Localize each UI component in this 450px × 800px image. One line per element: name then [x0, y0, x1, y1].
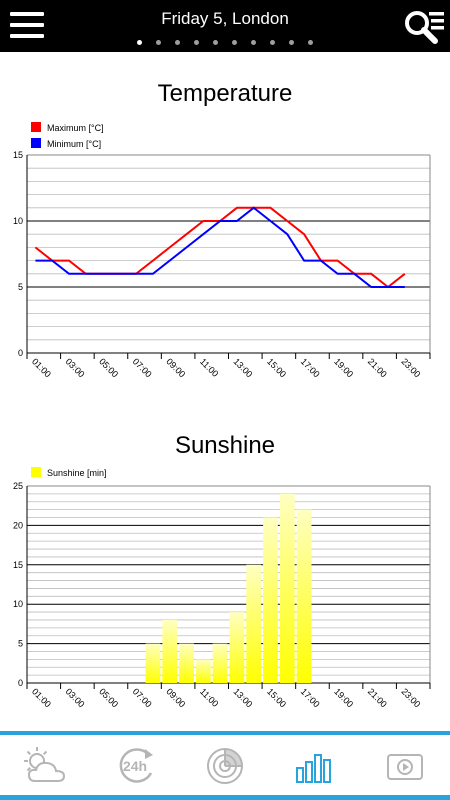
x-tick-label: 05:00	[97, 356, 120, 379]
x-tick-label: 01:00	[30, 356, 53, 379]
x-tick-label: 23:00	[399, 356, 422, 379]
page-dot[interactable]	[289, 40, 294, 45]
x-tick-label: 21:00	[366, 686, 389, 709]
bar	[246, 564, 262, 683]
y-tick-label: 25	[13, 481, 23, 491]
tab-24h[interactable]: 24h	[105, 743, 165, 789]
x-tick-label: 19:00	[332, 686, 355, 709]
bar	[263, 517, 278, 683]
y-tick-label: 5	[18, 639, 23, 649]
page-dot[interactable]	[232, 40, 237, 45]
search-list-icon	[405, 11, 444, 44]
page-dot[interactable]	[251, 40, 256, 45]
sunshine-chart-block: Sunshine Sunshine [min] 0 5 10 15 20 25 01:00 03…	[0, 397, 450, 731]
y-tick-label: 10	[13, 599, 23, 609]
bar	[229, 612, 245, 683]
page-dot[interactable]	[270, 40, 275, 45]
x-tick-label: 07:00	[131, 686, 154, 709]
legend-swatch	[31, 138, 41, 148]
hamburger-menu-icon-line	[10, 34, 44, 38]
tab-radar[interactable]	[195, 743, 255, 789]
chart-title: Temperature	[157, 80, 293, 107]
sun-cloud-icon	[24, 747, 66, 782]
y-tick-label: 10	[13, 216, 23, 226]
x-tick-label: 13:00	[231, 356, 254, 379]
bar-chart-icon	[296, 754, 331, 783]
x-tick-label: 23:00	[399, 686, 422, 709]
top-bar: Friday 5, London	[0, 0, 450, 52]
page-dot[interactable]	[213, 40, 218, 45]
page-dot[interactable]	[194, 40, 199, 45]
bar	[179, 643, 194, 683]
y-tick-label: 0	[18, 678, 23, 688]
hamburger-menu-icon-line	[10, 23, 44, 27]
legend-swatch	[31, 122, 41, 132]
x-tick-label: 15:00	[265, 356, 288, 379]
x-tick-label: 19:00	[332, 356, 355, 379]
24h-icon: 24h	[119, 748, 153, 783]
y-tick-label: 5	[18, 282, 23, 292]
x-tick-label: 15:00	[265, 686, 288, 709]
tab-video[interactable]	[375, 743, 435, 789]
radar-icon	[207, 748, 243, 784]
bar	[195, 659, 211, 683]
x-tick-label: 03:00	[64, 686, 87, 709]
x-tick-label: 13:00	[231, 686, 254, 709]
x-tick-label: 05:00	[97, 686, 120, 709]
hamburger-menu-icon	[10, 12, 44, 16]
page-indicator[interactable]	[0, 40, 450, 45]
page-dot[interactable]	[137, 40, 142, 45]
x-tick-label: 07:00	[131, 356, 154, 379]
tab-current-weather[interactable]	[15, 743, 75, 789]
bar	[145, 643, 161, 683]
tab-charts[interactable]	[285, 743, 345, 789]
search-button[interactable]	[402, 6, 446, 46]
tab-bar-bottom-line	[0, 795, 450, 800]
y-tick-label: 15	[13, 560, 23, 570]
page-dot[interactable]	[175, 40, 180, 45]
x-tick-label: 11:00	[198, 686, 221, 709]
x-tick-label: 09:00	[164, 686, 187, 709]
page-title: Friday 5, London	[161, 9, 289, 28]
bar	[296, 509, 312, 683]
legend-label: Maximum [°C]	[47, 123, 104, 133]
legend-label: Sunshine [min]	[47, 468, 107, 478]
temperature-chart-block: Temperature Maximum [°C] Minimum [°C] 0 5 10…	[0, 52, 450, 397]
24h-label: 24h	[123, 758, 147, 774]
page-dot[interactable]	[156, 40, 161, 45]
bar	[279, 493, 295, 683]
bar	[162, 619, 178, 683]
legend-label: Minimum [°C]	[47, 139, 101, 149]
x-tick-label: 01:00	[30, 686, 53, 709]
menu-button[interactable]	[8, 10, 46, 42]
x-tick-label: 11:00	[198, 356, 221, 379]
sunshine-chart: Sunshine [min] 0 5 10 15 20 25 01:00 03:00 05:00 0…	[13, 467, 431, 709]
x-tick-label: 21:00	[366, 356, 389, 379]
bar	[212, 643, 228, 683]
x-tick-label: 09:00	[164, 356, 187, 379]
temperature-chart: Maximum [°C] Minimum [°C] 0 5 10 15 01:00 03:00…	[13, 122, 431, 379]
page-dot[interactable]	[308, 40, 313, 45]
y-tick-label: 15	[13, 150, 23, 160]
chart-title: Sunshine	[174, 432, 276, 459]
x-tick-label: 03:00	[64, 356, 87, 379]
y-tick-label: 0	[18, 348, 23, 358]
video-play-icon	[387, 754, 423, 780]
bottom-tab-bar: 24h	[0, 731, 450, 800]
tab-bar-accent-line	[0, 731, 450, 735]
x-tick-label: 17:00	[299, 686, 322, 709]
x-tick-label: 17:00	[299, 356, 322, 379]
series-line	[35, 206, 405, 288]
legend-swatch	[31, 467, 41, 477]
y-tick-label: 20	[13, 520, 23, 530]
